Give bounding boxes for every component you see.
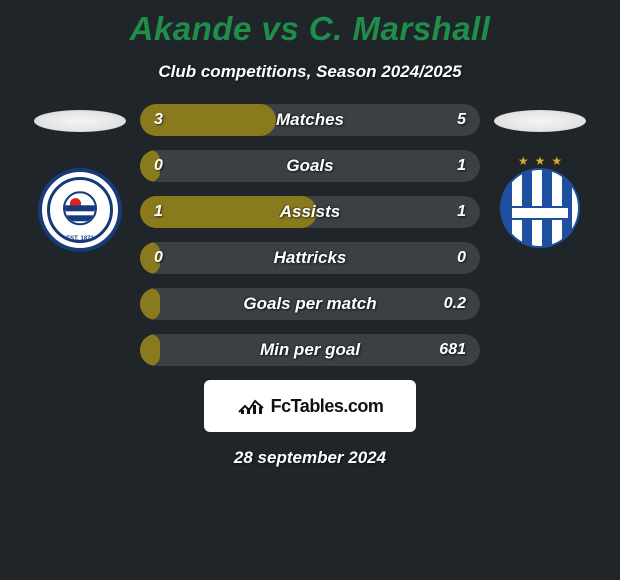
- stat-bar: 681Min per goal: [140, 334, 480, 366]
- club-right-badge: [500, 168, 580, 248]
- title-text: Akande vs C. Marshall: [130, 10, 491, 47]
- club-right-stars: ★ ★ ★: [518, 154, 562, 168]
- stat-bar: 0.2Goals per match: [140, 288, 480, 320]
- comparison-content: EST. 1871 35Matches 01Goals 11Assists 00Hat…: [0, 104, 620, 366]
- club-right-column: ★ ★ ★: [480, 104, 600, 256]
- brand-chart-icon: [237, 396, 265, 416]
- stat-label: Goals: [140, 150, 480, 182]
- brand-pill[interactable]: FcTables.com: [204, 380, 416, 432]
- badge-left-ribbon: EST. 1871: [66, 236, 94, 242]
- star-icon: ★: [551, 154, 562, 168]
- stat-label: Hattricks: [140, 242, 480, 274]
- brand-text: FcTables.com: [271, 396, 384, 417]
- stat-bar: 35Matches: [140, 104, 480, 136]
- date-text: 28 september 2024: [0, 448, 620, 468]
- club-left-badge: EST. 1871: [38, 168, 122, 252]
- stat-label: Goals per match: [140, 288, 480, 320]
- stat-label: Min per goal: [140, 334, 480, 366]
- player-placeholder-right: [494, 110, 586, 132]
- page-title: Akande vs C. Marshall: [0, 0, 620, 48]
- club-left-column: EST. 1871: [20, 104, 140, 252]
- stat-label: Matches: [140, 104, 480, 136]
- player-placeholder-left: [34, 110, 126, 132]
- stat-label: Assists: [140, 196, 480, 228]
- badge-left-ball-icon: [63, 191, 97, 225]
- club-right-badge-wrap: ★ ★ ★: [490, 156, 590, 256]
- stat-bar: 00Hattricks: [140, 242, 480, 274]
- subtitle: Club competitions, Season 2024/2025: [0, 62, 620, 82]
- star-icon: ★: [535, 154, 546, 168]
- stat-bar: 11Assists: [140, 196, 480, 228]
- stats-bars: 35Matches 01Goals 11Assists 00Hattricks 0.2G…: [140, 104, 480, 366]
- star-icon: ★: [518, 154, 529, 168]
- stat-bar: 01Goals: [140, 150, 480, 182]
